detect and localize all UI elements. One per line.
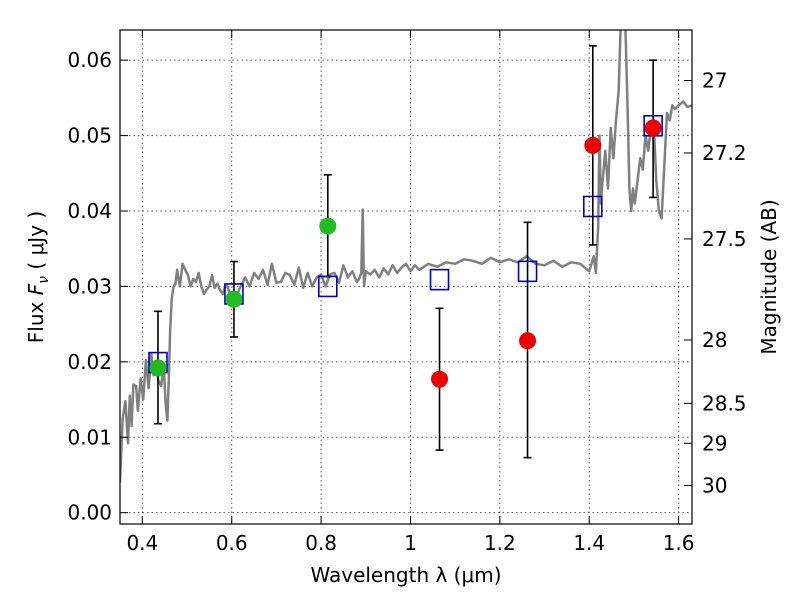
observed-flux-point — [225, 290, 243, 308]
x-tick-label: 1 — [404, 531, 417, 555]
x-tick-label: 0.6 — [216, 531, 248, 555]
observed-flux-point — [431, 370, 449, 388]
y2-tick-label: 27 — [702, 69, 727, 93]
model-flux-square — [517, 260, 538, 283]
model-flux-square — [429, 268, 450, 291]
x-tick-label: 1.4 — [573, 531, 605, 555]
axis-ticks: 0.4 0.6 0.8 1 1.2 1.4 1.6 0.00 0.01 0.02 0.03 0.04 0… — [67, 30, 747, 555]
y2-tick-label: 30 — [702, 474, 727, 498]
observed-flux-point — [319, 217, 337, 235]
observed-flux-point — [584, 136, 602, 154]
x-tick-label: 1.2 — [484, 531, 516, 555]
y2-tick-label: 27.5 — [702, 227, 747, 251]
observed-flux-point — [519, 332, 537, 350]
x-tick-label: 0.4 — [126, 531, 158, 555]
y2-tick-label: 28 — [702, 328, 727, 352]
y-tick-label: 0.06 — [67, 48, 112, 72]
observed-flux-point — [149, 359, 167, 377]
y2-tick-label: 27.2 — [702, 141, 747, 165]
y-tick-label: 0.05 — [67, 124, 112, 148]
x-tick-label: 1.6 — [663, 531, 695, 555]
model-spectrum-line — [120, 30, 692, 483]
model-flux-square — [582, 195, 603, 218]
y-tick-label: 0.02 — [67, 350, 112, 374]
x-axis-label: Wavelength λ (μm) — [310, 563, 501, 587]
y-axis-label: Flux Fν ( μJy ) — [24, 211, 52, 343]
x-tick-label: 0.8 — [305, 531, 337, 555]
y2-axis-label: Magnitude (AB) — [757, 199, 781, 354]
y-tick-label: 0.01 — [67, 425, 112, 449]
y-tick-label: 0.04 — [67, 199, 112, 223]
y-tick-label: 0.03 — [67, 274, 112, 298]
y-tick-label: 0.00 — [67, 501, 112, 525]
model-flux-square — [317, 275, 338, 298]
y2-tick-label: 29 — [702, 431, 727, 455]
plot-area — [120, 30, 692, 483]
observed-flux-point — [644, 119, 662, 137]
y2-tick-label: 28.5 — [702, 391, 747, 415]
plot-frame — [119, 29, 693, 525]
